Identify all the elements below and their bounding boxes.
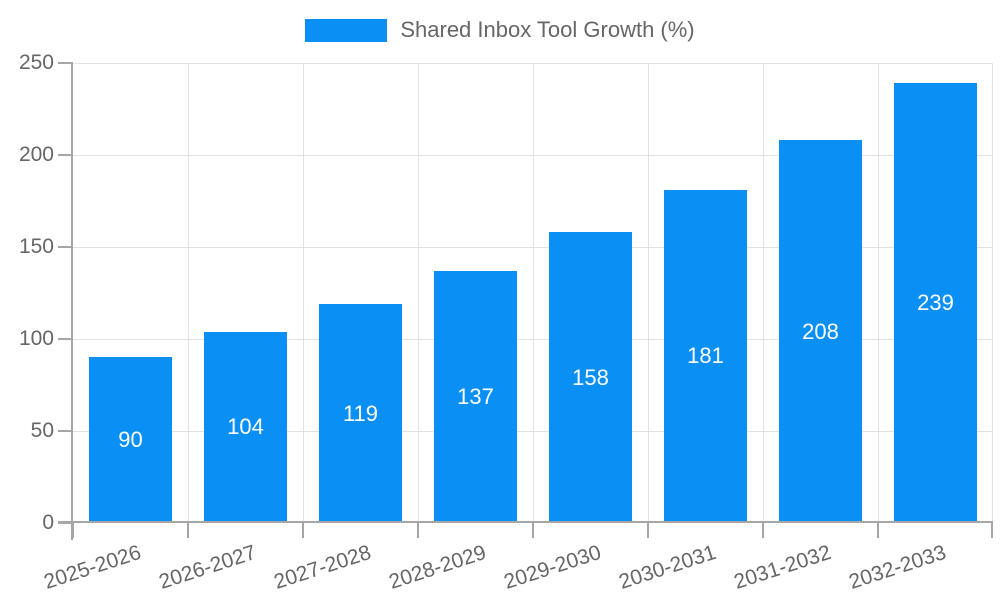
x-tick-label: 2029-2030	[501, 540, 604, 594]
bar	[894, 83, 977, 523]
x-tick	[417, 523, 419, 538]
x-grid-line	[187, 63, 189, 523]
x-axis-line	[58, 521, 993, 523]
bar-value-label: 158	[572, 364, 609, 390]
x-tick	[187, 523, 189, 538]
plot-area: 90 104 119 137 158 181 208 239	[73, 62, 993, 523]
y-tick	[58, 246, 73, 248]
legend-item[interactable]: Shared Inbox Tool Growth (%)	[0, 17, 1000, 43]
y-tick-label: 0	[42, 511, 54, 534]
y-tick	[58, 522, 73, 524]
bar	[204, 331, 287, 523]
legend-label: Shared Inbox Tool Growth (%)	[400, 17, 695, 42]
y-axis-line	[71, 63, 73, 540]
bar-value-label: 104	[227, 414, 264, 440]
bar	[664, 189, 747, 523]
x-tick	[72, 523, 74, 538]
y-tick	[58, 154, 73, 156]
x-grid-line	[762, 63, 764, 523]
x-tick	[991, 523, 993, 538]
x-tick	[877, 523, 879, 538]
x-tick-label: 2027-2028	[271, 540, 374, 594]
bar	[319, 304, 402, 523]
x-grid-line	[647, 63, 649, 523]
bar	[89, 357, 172, 523]
x-tick-label: 2031-2032	[731, 540, 834, 594]
x-tick-label: 2032-2033	[846, 540, 949, 594]
x-grid-line	[877, 63, 879, 523]
bar	[549, 232, 632, 523]
y-tick-label: 100	[18, 327, 54, 350]
bar-value-label: 137	[457, 383, 494, 409]
bar-value-label: 208	[802, 318, 839, 344]
legend-swatch	[305, 18, 388, 42]
x-tick-label: 2028-2029	[386, 540, 489, 594]
x-tick	[302, 523, 304, 538]
x-tick	[762, 523, 764, 538]
bar-value-label: 181	[687, 343, 724, 369]
x-grid-line	[302, 63, 304, 523]
x-tick-label: 2026-2027	[156, 540, 259, 594]
y-tick	[58, 430, 73, 432]
y-tick-label: 50	[30, 419, 54, 442]
bar	[779, 140, 862, 523]
x-grid-line	[532, 63, 534, 523]
y-tick-label: 200	[18, 143, 54, 166]
x-grid-line	[991, 63, 993, 523]
y-tick-label: 250	[18, 51, 54, 74]
bar-value-label: 119	[342, 400, 379, 426]
y-tick	[58, 62, 73, 64]
x-tick-label: 2025-2026	[41, 540, 144, 594]
bar-value-label: 90	[118, 427, 143, 453]
bar	[434, 270, 517, 523]
bar-value-label: 239	[917, 290, 954, 316]
y-tick-label: 150	[18, 235, 54, 258]
y-tick	[58, 338, 73, 340]
x-grid-line	[417, 63, 419, 523]
x-tick	[532, 523, 534, 538]
x-tick-label: 2030-2031	[616, 540, 719, 594]
x-tick	[647, 523, 649, 538]
